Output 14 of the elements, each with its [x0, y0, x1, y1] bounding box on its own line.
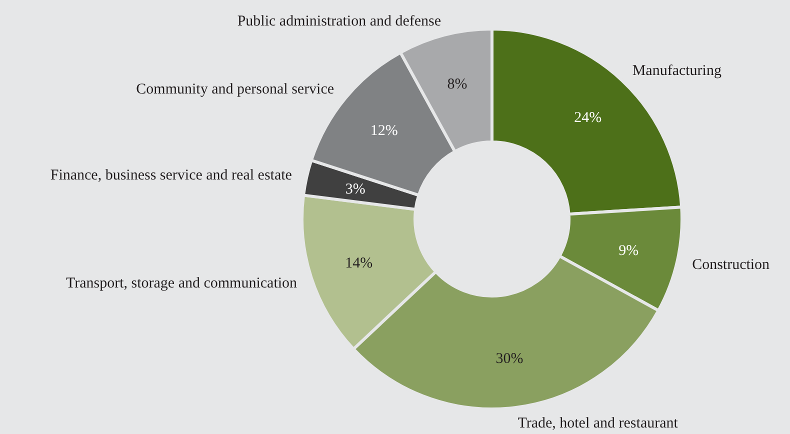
slice-label: Trade, hotel and restaurant: [518, 416, 679, 432]
slice-label: Finance, business service and real estate: [50, 168, 292, 184]
data-label: 24%: [574, 110, 602, 126]
data-label: 8%: [447, 76, 468, 93]
slice-label: Manufacturing: [632, 62, 722, 79]
data-label: 3%: [345, 182, 366, 198]
data-label: 14%: [345, 256, 373, 272]
slice-label: Community and personal service: [136, 82, 334, 98]
data-label: 9%: [618, 242, 639, 259]
slice-label: Public administration and defense: [237, 14, 442, 30]
slice-label: Construction: [692, 256, 770, 273]
data-label: 12%: [370, 123, 398, 140]
data-label: 30%: [496, 351, 524, 368]
slice-label: Transport, storage and communication: [66, 276, 298, 292]
